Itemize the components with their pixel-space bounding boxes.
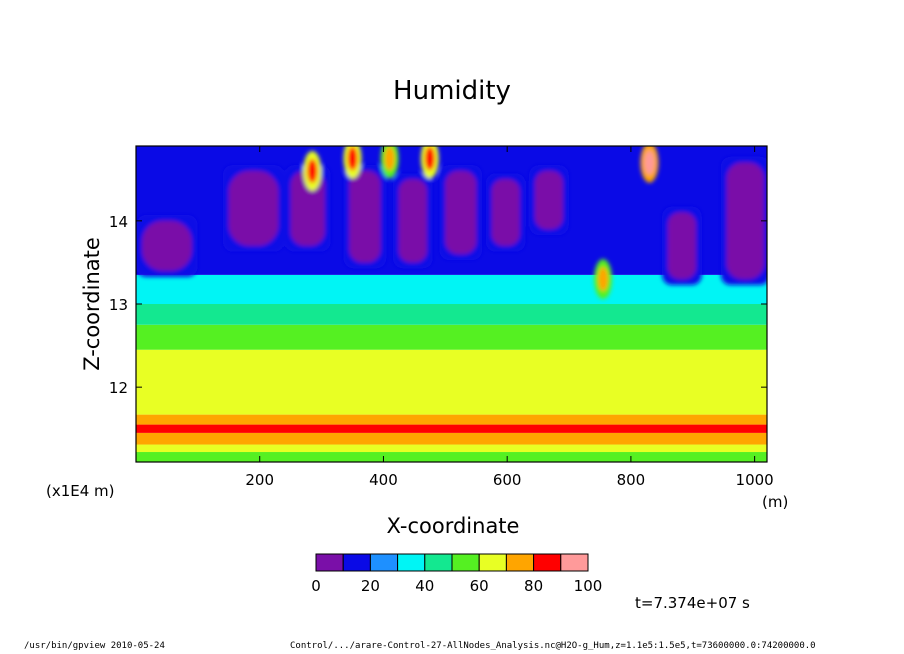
moist-plume [598, 267, 609, 292]
y-tick-label: 14 [109, 213, 128, 231]
chart-title: Humidity [393, 76, 511, 106]
moist-plume [347, 146, 358, 171]
footer-program: /usr/bin/gpview 2010-05-24 [24, 641, 165, 651]
colorbar-label: 60 [470, 577, 489, 595]
humidity-band [136, 444, 767, 453]
dry-cell [445, 170, 477, 255]
x-tick-label: 200 [245, 471, 274, 489]
x-tick-label: 800 [617, 471, 646, 489]
x-axis-label: X-coordinate [386, 514, 520, 538]
humidity-band [136, 414, 767, 425]
footer-source: Control/.../arare-Control-27-AllNodes_An… [290, 641, 816, 651]
colorbar-swatch [560, 553, 589, 572]
colorbar-label: 40 [415, 577, 434, 595]
colorbar-label: 0 [311, 577, 321, 595]
humidity-band [136, 304, 767, 325]
dry-cell [290, 170, 325, 246]
colorbar-swatch [369, 553, 399, 572]
humidity-band [136, 432, 767, 445]
y-tick-label: 13 [109, 296, 128, 314]
contour-features [136, 146, 767, 300]
x-tick-label: 400 [369, 471, 398, 489]
x-axis-unit: (m) [762, 493, 789, 511]
colorbar-label: 100 [574, 577, 603, 595]
dry-cell [228, 170, 279, 246]
y-axis-label: Z-coordinate [80, 237, 104, 371]
dry-cell [142, 220, 192, 271]
x-tick-label: 600 [493, 471, 522, 489]
dry-cell [398, 179, 427, 263]
moist-plume [424, 146, 435, 171]
colorbar-swatch [505, 553, 535, 572]
dry-cell [349, 170, 381, 263]
y-axis-unit: (x1E4 m) [46, 482, 115, 500]
colorbar-swatch [315, 553, 344, 572]
colorbar-label: 20 [361, 577, 380, 595]
colorbar-swatch [424, 553, 453, 572]
y-tick-label: 12 [109, 379, 128, 397]
moist-plume [384, 146, 395, 171]
x-axis: 200 400 600 800 1000 [245, 146, 774, 489]
x-tick-label: 1000 [736, 471, 774, 489]
contour-field [136, 146, 767, 462]
moist-plume [644, 150, 655, 175]
colorbar-swatch [342, 553, 371, 572]
colorbar-swatch [397, 553, 426, 572]
time-annotation: t=7.374e+07 s [635, 594, 750, 612]
dry-cell [491, 179, 520, 246]
colorbar-swatch [533, 553, 562, 572]
dry-cell [726, 162, 764, 280]
y-axis: 12 13 14 [109, 213, 767, 397]
humidity-band [136, 324, 767, 350]
colorbar: 0 20 40 60 80 100 [311, 553, 603, 595]
humidity-band [136, 424, 767, 433]
humidity-band [136, 274, 767, 304]
dry-cell [535, 170, 563, 230]
humidity-band [136, 452, 767, 462]
humidity-band [136, 349, 767, 415]
colorbar-swatch [451, 553, 480, 572]
colorbar-swatch [478, 553, 507, 572]
dry-cell [668, 212, 696, 280]
colorbar-label: 80 [524, 577, 543, 595]
moist-plume [307, 158, 318, 183]
